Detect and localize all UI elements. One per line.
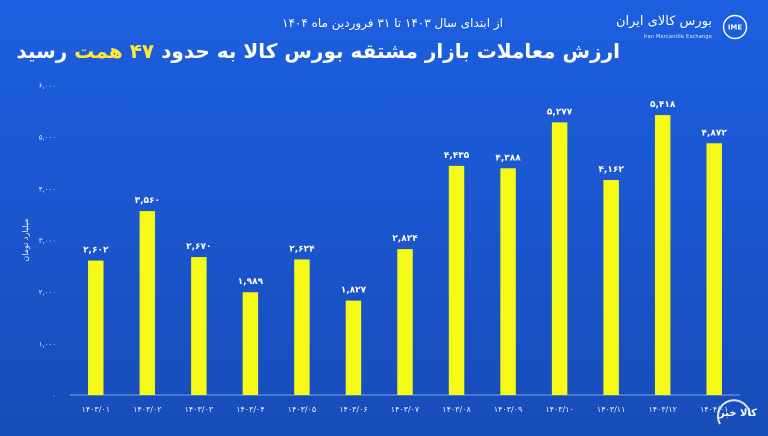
bar <box>500 168 516 395</box>
bar-value-label: ۱,۸۲۷ <box>341 286 367 296</box>
bar <box>191 257 207 395</box>
bar <box>654 115 671 395</box>
x-tick-label: ۱۴۰۳/۰۹ <box>494 405 522 414</box>
x-tick-label: ۱۴۰۳/۱۰ <box>545 405 573 414</box>
chart-title: ارزش معاملات بازار مشتقه بورس کالا به حد… <box>16 39 620 63</box>
y-tick-label: ۳,۰۰۰ <box>39 237 56 245</box>
title-main: ارزش معاملات بازار مشتقه بورس کالا به حد… <box>161 39 620 63</box>
bar <box>242 292 259 395</box>
y-tick-label: ۱,۰۰۰ <box>39 340 56 348</box>
chart-subtitle: از ابتدای سال ۱۴۰۳ تا ۳۱ فروردین ماه ۱۴۰… <box>282 16 503 30</box>
bar-value-label: ۲,۸۲۴ <box>392 234 418 244</box>
y-tick-label: ۵,۰۰۰ <box>39 134 56 142</box>
bar <box>603 179 619 395</box>
ime-emblem-icon: IME <box>722 14 748 40</box>
x-axis: ۱۴۰۳/۰۱ ۱۴۰۳/۰۲ ۱۴۰۳/۰۳ ۱۴۰۳/۰۴ ۱۴۰۳/۰۵ ۱۴۰۳/… <box>82 405 729 414</box>
bar-value-label: ۵,۲۷۷ <box>547 107 573 117</box>
bar <box>88 260 104 395</box>
bar-value-label: ۲,۶۰۲ <box>83 246 109 256</box>
logo-name: بورس کالای ایران <box>615 14 712 29</box>
bar-value-label: ۴,۸۷۲ <box>702 128 728 138</box>
x-tick-label: ۱۴۰۳/۱۲ <box>648 405 676 414</box>
ime-logo: بورس کالای ایران Iran Mercantile Exchang… <box>615 10 748 50</box>
bar <box>706 143 722 395</box>
bar-value-label: ۴,۱۶۲ <box>598 165 624 175</box>
x-tick-label: ۱۴۰۴/۰۱ <box>700 405 728 414</box>
y-axis-label: میلیارد تومان <box>21 218 30 261</box>
bar-value-label: ۲,۶۷۰ <box>186 242 211 252</box>
logo-english: Iran Mercantile Exchange <box>643 34 712 40</box>
bars <box>88 115 722 395</box>
y-tick-label: ۶,۰۰۰ <box>39 82 56 90</box>
bar <box>448 165 465 395</box>
watermark-text: کالا خبر <box>718 408 757 419</box>
x-tick-label: ۱۴۰۳/۰۱ <box>82 405 110 414</box>
bar-value-label: ۳,۵۶۰ <box>135 196 160 206</box>
bar <box>551 122 568 395</box>
bar-value-label: ۴,۳۸۸ <box>495 153 521 163</box>
x-tick-label: ۱۴۰۳/۰۵ <box>288 405 316 414</box>
x-tick-label: ۱۴۰۳/۰۴ <box>236 405 264 414</box>
bar <box>345 300 362 395</box>
title-end: رسید <box>16 39 68 63</box>
bar-value-label: ۲,۶۲۴ <box>289 244 315 254</box>
bar <box>294 259 310 395</box>
x-tick-label: ۱۴۰۳/۰۳ <box>185 405 214 414</box>
title-highlight: ۴۷ همت <box>74 39 155 63</box>
y-tick-label: ۰ <box>52 392 56 400</box>
x-tick-label: ۱۴۰۳/۱۱ <box>597 405 625 414</box>
logo-mark-text: IME <box>728 24 743 32</box>
bar-value-label: ۵,۴۱۸ <box>650 100 676 110</box>
bar-value-label: ۱,۹۸۹ <box>238 277 264 287</box>
x-tick-label: ۱۴۰۳/۰۷ <box>391 405 420 414</box>
bar <box>397 249 413 395</box>
y-axis: ۰ ۱,۰۰۰ ۲,۰۰۰ ۳,۰۰۰ ۴,۰۰۰ ۵,۰۰۰ ۶,۰۰۰ <box>39 82 56 400</box>
x-tick-label: ۱۴۰۳/۰۶ <box>339 405 367 414</box>
y-tick-label: ۴,۰۰۰ <box>39 185 56 193</box>
x-tick-label: ۱۴۰۳/۰۲ <box>133 405 161 414</box>
value-labels: ۲,۶۰۲ ۳,۵۶۰ ۲,۶۷۰ ۱,۹۸۹ ۲,۶۲۴ ۱,۸۲۷ ۲,۸۲۴ ۴,۴۳۵… <box>83 100 727 296</box>
bar <box>139 211 156 395</box>
y-tick-label: ۲,۰۰۰ <box>39 289 56 297</box>
bar-value-label: ۴,۴۳۵ <box>444 151 470 161</box>
x-tick-label: ۱۴۰۳/۰۸ <box>442 405 471 414</box>
kala-khabar-watermark: کالا خبر <box>717 399 757 425</box>
